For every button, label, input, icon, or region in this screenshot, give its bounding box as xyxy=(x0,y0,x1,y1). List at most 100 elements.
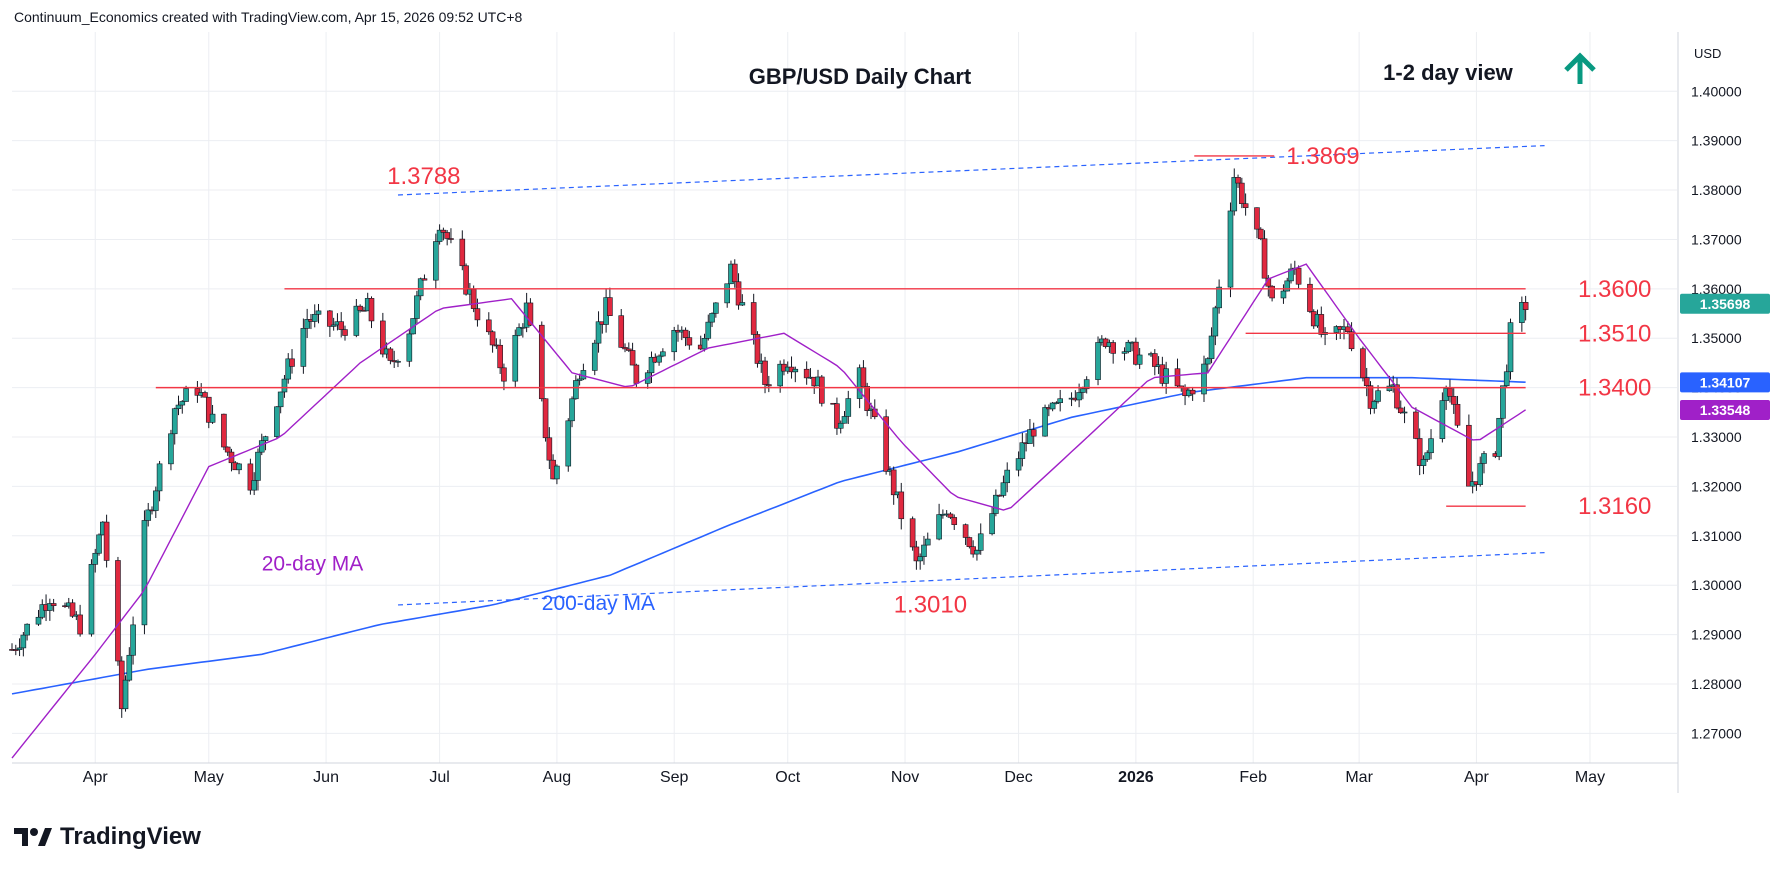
candle-body xyxy=(1000,482,1007,496)
peak-label: 1.3869 xyxy=(1286,143,1359,170)
candle xyxy=(1239,177,1245,209)
candle-body xyxy=(1280,290,1287,299)
tradingview-logo[interactable]: TradingView xyxy=(14,823,201,851)
candle xyxy=(353,299,360,338)
y-tick-label: 1.35000 xyxy=(1691,330,1742,346)
candle xyxy=(315,303,322,324)
candle-body xyxy=(342,329,348,336)
candle xyxy=(1394,378,1400,410)
candle xyxy=(1477,456,1484,487)
candle xyxy=(88,559,95,637)
candle-body xyxy=(251,480,257,491)
candle-body xyxy=(936,514,942,540)
candle-body xyxy=(917,556,923,562)
candle xyxy=(224,446,231,456)
ma-annotation: 200-day MA xyxy=(542,592,655,615)
candle xyxy=(35,609,42,626)
candle xyxy=(569,396,575,428)
trendlines xyxy=(397,145,1545,606)
candle-body xyxy=(626,348,632,351)
candle xyxy=(936,503,942,541)
candle-body xyxy=(766,384,772,387)
y-tick-label: 1.30000 xyxy=(1691,577,1742,593)
candle-body xyxy=(898,491,905,520)
candle-body xyxy=(989,513,995,535)
candle xyxy=(947,512,954,520)
candle-body xyxy=(1231,177,1238,212)
x-tick-label: 2026 xyxy=(1118,769,1154,786)
candle-body xyxy=(1030,429,1037,437)
candle-body xyxy=(152,490,159,511)
candle xyxy=(1231,168,1238,216)
price-tag-bg xyxy=(1680,293,1770,314)
candle xyxy=(1269,285,1275,302)
candle xyxy=(338,312,345,338)
candle xyxy=(705,314,712,341)
candle xyxy=(1360,346,1366,382)
trendline xyxy=(397,145,1545,196)
candle-body xyxy=(1477,463,1484,485)
candle xyxy=(433,233,439,290)
candle-body xyxy=(171,408,178,435)
candle xyxy=(1227,202,1234,298)
candle-body xyxy=(357,305,363,311)
candle xyxy=(1288,263,1294,284)
candle xyxy=(709,312,715,328)
candle-body xyxy=(538,324,545,400)
candle xyxy=(739,294,746,306)
candle-body xyxy=(130,624,136,656)
candle xyxy=(648,351,655,384)
chart-labels: 1.3600 1.3510 1.3400 1.3160 1.3869 1.3788 1.30… xyxy=(262,143,1652,618)
candle xyxy=(1371,399,1378,414)
candle-body xyxy=(1307,283,1313,312)
candle xyxy=(1049,401,1056,412)
candle xyxy=(1015,451,1022,477)
candle-body xyxy=(205,396,212,423)
candle xyxy=(1174,358,1181,388)
candle xyxy=(20,631,27,657)
candle xyxy=(1095,336,1101,386)
candle-body xyxy=(1344,326,1351,332)
candle-body xyxy=(1295,267,1302,285)
candle-body xyxy=(701,338,708,350)
candle xyxy=(656,354,662,366)
candle-body xyxy=(1413,411,1419,439)
candle xyxy=(130,616,136,665)
candle-body xyxy=(542,398,549,439)
candle-body xyxy=(448,238,454,240)
candle-body xyxy=(1133,341,1139,365)
candle-body xyxy=(1015,458,1022,471)
candle xyxy=(686,330,693,350)
candle xyxy=(754,331,761,368)
candle-body xyxy=(1269,285,1275,299)
candle xyxy=(962,523,969,545)
candle-body xyxy=(1261,238,1268,279)
candle-body xyxy=(311,313,318,322)
price-tag-bg xyxy=(1680,399,1770,420)
x-tick-label: Jun xyxy=(313,769,339,786)
candle-body xyxy=(576,378,583,381)
candle-body xyxy=(705,321,712,339)
y-tick-label: 1.33000 xyxy=(1691,429,1742,445)
chart-title: GBP/USD Daily Chart xyxy=(749,64,972,89)
candle-body xyxy=(750,302,757,335)
candle-body xyxy=(1394,384,1400,409)
candle xyxy=(96,533,102,556)
candle xyxy=(845,390,852,424)
candle-body xyxy=(1239,182,1245,204)
candle-body xyxy=(686,337,693,346)
ma20-line xyxy=(11,263,1526,759)
candle xyxy=(421,274,428,281)
candle-body xyxy=(607,297,613,316)
price-tag: 1.33548 xyxy=(1680,399,1770,420)
candle-body xyxy=(1454,403,1461,426)
candle xyxy=(1235,174,1241,188)
candle xyxy=(1110,340,1116,364)
candle xyxy=(152,486,159,519)
candle-body xyxy=(762,360,768,385)
candle xyxy=(77,604,83,637)
candle-body xyxy=(1318,314,1325,335)
candle xyxy=(179,400,186,414)
candle-body xyxy=(77,614,83,635)
price-tag-label: 1.33548 xyxy=(1700,402,1751,418)
